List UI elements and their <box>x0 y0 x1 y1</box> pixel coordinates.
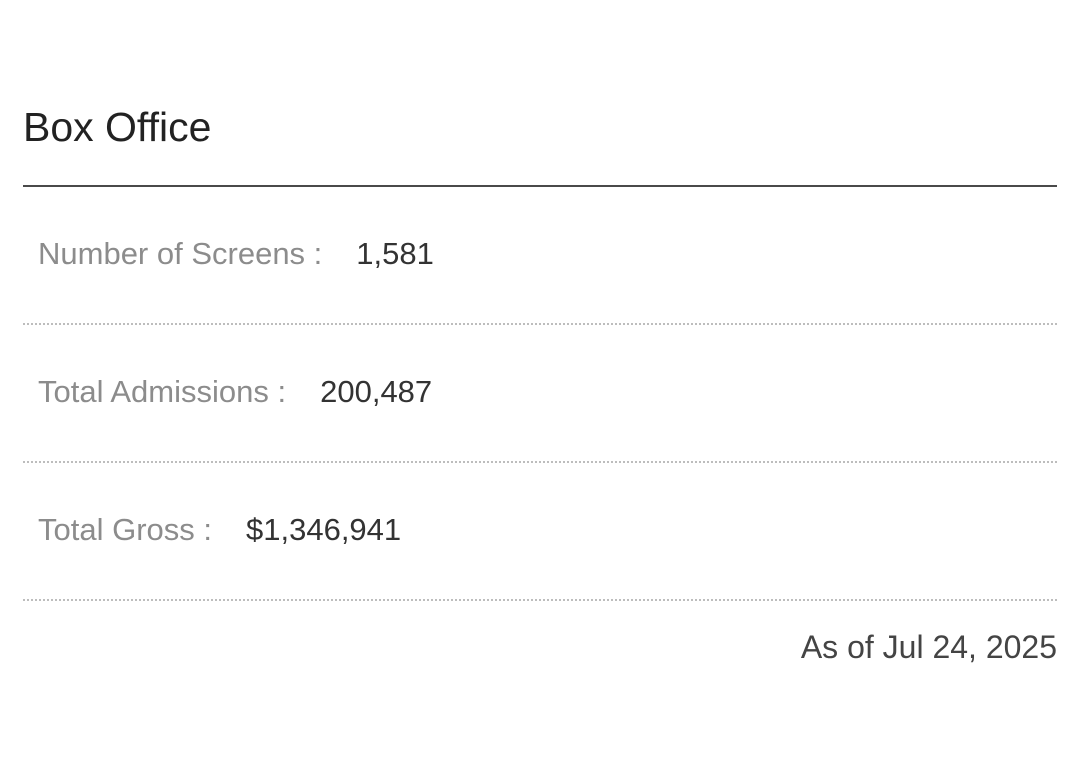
row-divider <box>23 599 1057 601</box>
title-divider <box>23 185 1057 187</box>
stat-row-screens: Number of Screens : 1,581 <box>23 187 1057 325</box>
admissions-label: Total Admissions : <box>38 374 287 409</box>
admissions-value: 200,487 <box>320 374 433 409</box>
stat-row-gross: Total Gross : $1,346,941 <box>23 463 1057 601</box>
stat-row-text: Total Gross : $1,346,941 <box>38 510 401 550</box>
screens-label: Number of Screens : <box>38 236 323 271</box>
row-divider <box>23 323 1057 325</box>
as-of-date: As of Jul 24, 2025 <box>800 629 1057 665</box>
stat-row-text: Total Admissions : 200,487 <box>38 372 432 412</box>
stat-row-admissions: Total Admissions : 200,487 <box>23 325 1057 463</box>
row-divider <box>23 461 1057 463</box>
box-office-title: Box Office <box>23 104 212 150</box>
screens-value: 1,581 <box>356 236 434 271</box>
gross-value: $1,346,941 <box>246 512 402 547</box>
gross-label: Total Gross : <box>38 512 212 547</box>
stat-row-text: Number of Screens : 1,581 <box>38 234 434 274</box>
